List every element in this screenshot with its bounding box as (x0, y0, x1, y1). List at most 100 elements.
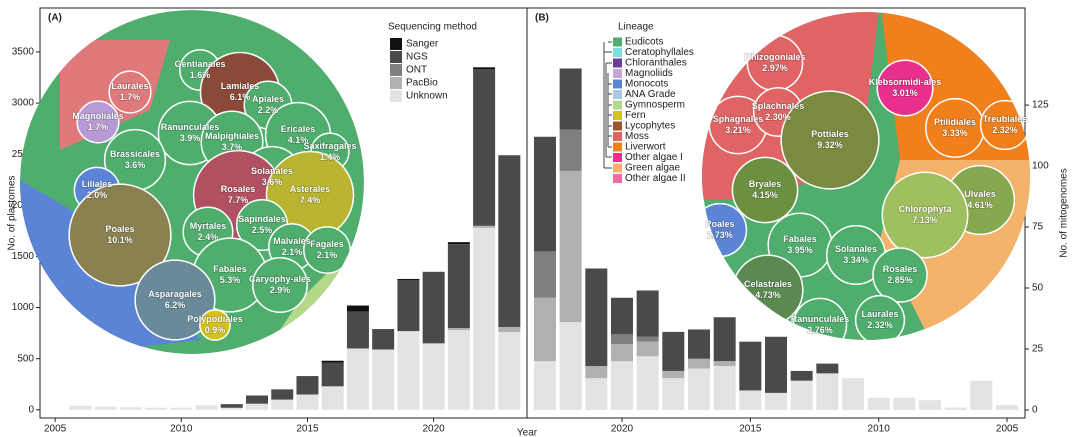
bar-segment (610, 344, 633, 362)
legend-swatch (613, 121, 622, 131)
legend-swatch (613, 163, 622, 173)
cell-value: 7.4% (300, 195, 321, 205)
cell-name: Laurales (861, 309, 898, 319)
legend-label: Monocots (625, 79, 668, 90)
y-tick-label: 1500 (12, 251, 35, 262)
bar-segment (533, 361, 556, 410)
bar-segment (473, 227, 496, 410)
cell-value: 2.97% (762, 63, 788, 73)
cell-name: Ericales (281, 124, 316, 134)
cell-label: Asterales 7.4% (290, 184, 331, 205)
cell-name: Rosales (221, 184, 256, 194)
bar-segment (473, 69, 496, 226)
cell-label: Poales 10.1% (105, 224, 134, 245)
bar-segment (713, 361, 736, 367)
cell-name: Malpighiales (205, 131, 259, 141)
cell-label: Magnoliales 1.7% (72, 111, 124, 132)
cell-name: Apiales (252, 94, 284, 104)
bar-segment (559, 129, 582, 171)
legend-label: ONT (406, 65, 427, 76)
cell-value: 7.13% (912, 215, 938, 225)
x-tick-label: 2005 (44, 424, 67, 435)
cell-label: Malpighiales 3.7% (205, 131, 259, 152)
bar-segment (585, 268, 608, 367)
bar-segment (636, 336, 659, 342)
bar-segment (739, 341, 762, 391)
treemap-cell (108, 70, 152, 114)
bar-segment (867, 397, 890, 410)
x-tick-label: 2015 (739, 424, 762, 435)
cell-value: 7.7% (228, 195, 249, 205)
bar-segment (447, 330, 470, 410)
bar-segment (636, 290, 659, 337)
cell-name: Rhizogoniales (744, 52, 805, 62)
legend-swatch (390, 90, 402, 102)
cell-label: Myrtales 2.4% (190, 221, 227, 242)
legend-label: Liverwort (625, 142, 666, 153)
bar-segment (970, 380, 993, 410)
cell-name: Fabales (213, 264, 247, 274)
bar-segment (585, 378, 608, 410)
cell-value: 3.95% (787, 245, 813, 255)
legend-swatch (613, 100, 622, 110)
cell-value: 2.4% (198, 232, 219, 242)
cell-label: Lamiales 6.1% (221, 81, 260, 102)
bar-segment (246, 395, 269, 404)
cell-name: Ranunculales (161, 122, 220, 132)
cell-value: 3.7% (222, 142, 243, 152)
bar-segment (610, 334, 633, 345)
bar-segment (498, 155, 521, 328)
cell-label: Treubiales 2.32% (983, 114, 1028, 135)
cell-value: 6.2% (165, 300, 186, 310)
bar-segment (195, 405, 218, 410)
cell-label: Solanales 3.6% (251, 166, 293, 187)
cell-value: 2.32% (867, 320, 893, 330)
cell-value: 3.6% (125, 160, 146, 170)
cell-value: 2.85% (887, 275, 913, 285)
bar-segment (559, 170, 582, 323)
cell-name: Ranunculales (791, 314, 850, 324)
cell-value: 1.7% (120, 92, 141, 102)
cell-name: Treubiales (983, 114, 1028, 124)
bar-segment (296, 376, 319, 395)
cell-name: Saxifragales (303, 141, 356, 151)
bar-segment (473, 225, 496, 228)
legend-swatch (390, 64, 402, 76)
treemap-cell (876, 59, 934, 117)
cell-value: 1.6% (190, 70, 211, 80)
treemap-cell (199, 309, 231, 341)
bar-segment (94, 406, 117, 410)
lineage-tree (603, 41, 612, 169)
cell-label: Asparagales 6.2% (148, 289, 202, 310)
cell-label: Ericales 4.1% (281, 124, 316, 145)
bar-segment (765, 392, 787, 410)
bar-segment (636, 341, 659, 357)
bar-segment (271, 399, 294, 410)
treemap-cell (872, 247, 928, 303)
legend-label: Ceratophyllales (625, 47, 694, 58)
bar-segment (533, 251, 556, 298)
cell-name: Pottiales (811, 129, 849, 139)
cell-value: 4.61% (967, 200, 993, 210)
legend-label: Eudicots (625, 37, 663, 48)
cell-value: 3.01% (892, 88, 918, 98)
y-tick-label: 3000 (12, 98, 35, 109)
cell-name: Solanales (251, 166, 293, 176)
cell-label: Polypodiales 0.9% (187, 314, 243, 335)
cell-name: Magnoliales (72, 111, 124, 121)
y-tick-label: 100 (1032, 161, 1049, 172)
cell-label: Klebsormidi-ales 3.01% (869, 77, 942, 98)
cell-name: Rosales (883, 264, 918, 274)
cell-name: Caryophy-ales (249, 274, 311, 284)
x-tick-label: 2010 (170, 424, 193, 435)
legend-label: Gymnosperm (625, 100, 685, 111)
legend-swatch (390, 51, 402, 63)
legend-label: NGS (406, 52, 428, 63)
legend-swatch (613, 111, 622, 120)
bar-segment (220, 404, 243, 405)
cell-name: Splachnales (752, 101, 805, 111)
treemap-cell (68, 183, 172, 287)
bar-segment (713, 317, 736, 362)
bar-segment (533, 297, 556, 362)
legend-swatch (613, 142, 622, 152)
